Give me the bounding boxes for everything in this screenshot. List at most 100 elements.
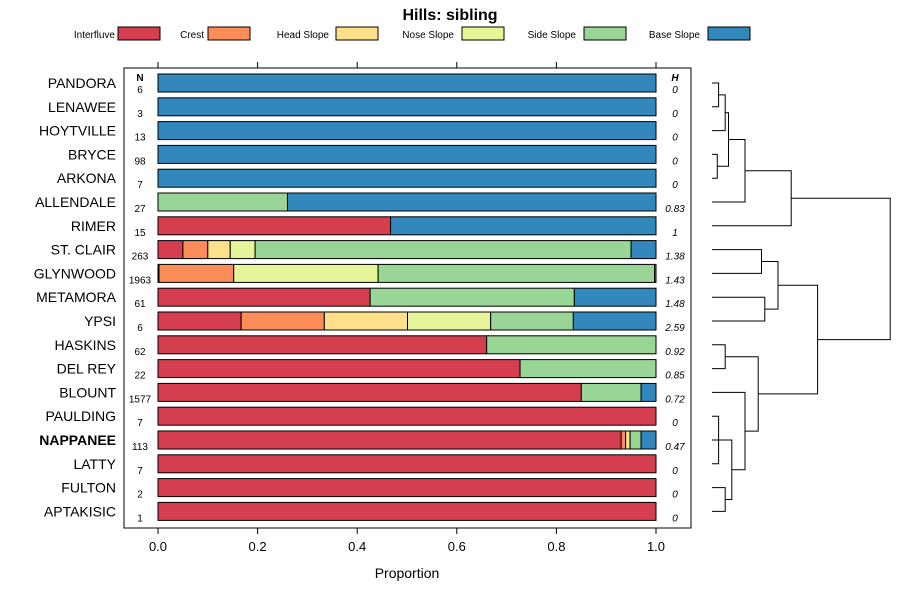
- bar-segment-head-slope: [323, 311, 408, 331]
- bar-segment-base-slope: [157, 73, 657, 93]
- h-value: 0: [672, 466, 678, 477]
- plot-frame: [123, 67, 692, 529]
- x-tick-label: 0.8: [547, 539, 565, 554]
- bar-segment-side-slope: [254, 240, 632, 260]
- x-tick-label: 0.2: [249, 539, 267, 554]
- legend-swatch-2: [335, 26, 379, 41]
- bar-segment-nose-slope: [229, 240, 256, 260]
- bar-segment-side-slope: [490, 311, 574, 331]
- bar-segment-interfluve: [157, 382, 582, 402]
- n-value: 1577: [129, 394, 152, 405]
- n-value: 7: [137, 466, 143, 477]
- row-del-rey: DEL REY 22 0.85: [57, 359, 685, 382]
- h-value: 0: [672, 85, 678, 96]
- legend-label-1: Crest: [180, 30, 204, 41]
- bar-segment-nose-slope: [406, 311, 492, 331]
- bar-segment-head-slope: [207, 240, 231, 260]
- legend: Interfluve Crest Head Slope Nose Slope Side …: [74, 26, 751, 41]
- row-label: LENAWEE: [48, 99, 116, 115]
- x-axis-label: Proportion: [375, 565, 440, 581]
- bar-segment-base-slope: [640, 430, 657, 450]
- bar-segment-base-slope: [157, 144, 657, 164]
- h-value: 0: [672, 490, 678, 501]
- row-aptakisic: APTAKISIC 1 0: [44, 501, 678, 524]
- n-value: 6: [137, 85, 143, 96]
- bar-segment-side-slope: [157, 192, 288, 212]
- x-axis: 0.0 0.2 0.4 0.6 0.8 1.0: [149, 62, 665, 554]
- legend-label-2: Head Slope: [277, 30, 330, 41]
- row-latty: LATTY 7 0: [73, 454, 678, 477]
- legend-label-4: Side Slope: [528, 30, 577, 41]
- bar-segment-base-slope: [572, 311, 657, 331]
- row-rimer: RIMER 15 1: [71, 216, 678, 239]
- row-label: GLYNWOOD: [34, 265, 116, 281]
- bar-segment-side-slope: [519, 359, 657, 379]
- h-value: 0.47: [665, 442, 685, 453]
- bar-segment-base-slope: [640, 382, 657, 402]
- n-value: 263: [132, 252, 149, 263]
- bar-segment-interfluve: [157, 359, 521, 379]
- row-haskins: HASKINS 62 0.92: [55, 335, 685, 358]
- n-value: 7: [137, 180, 143, 191]
- bar-segment-interfluve: [157, 454, 657, 474]
- row-glynwood: GLYNWOOD 1963 1.43: [34, 263, 685, 286]
- row-bryce: BRYCE 98 0: [68, 144, 678, 167]
- bar-segment-crest: [182, 240, 209, 260]
- dendrogram-branch: [791, 197, 891, 341]
- n-value: 27: [134, 204, 146, 215]
- row-label: NAPPANEE: [39, 432, 116, 448]
- bar-segment-crest: [620, 430, 627, 450]
- h-value: 0: [672, 109, 678, 120]
- dendrogram: [712, 82, 891, 512]
- row-label: HOYTVILLE: [39, 123, 116, 139]
- x-tick-label: 0.4: [348, 539, 366, 554]
- h-value: 0.92: [665, 347, 685, 358]
- bar-segment-interfluve: [157, 430, 622, 450]
- row-st-clair: ST. CLAIR 263 1.38: [51, 240, 685, 263]
- n-value: 2: [137, 490, 143, 501]
- row-metamora: METAMORA 61 1.48: [36, 287, 685, 310]
- h-value: 2.59: [664, 323, 685, 334]
- h-value: 1.48: [665, 299, 685, 310]
- bar-segment-interfluve: [157, 287, 371, 307]
- h-value: 1.43: [665, 275, 685, 286]
- bar-segment-base-slope: [286, 192, 657, 212]
- legend-swatch-1: [207, 26, 251, 41]
- row-blount: BLOUNT 1577 0.72: [59, 382, 685, 405]
- row-hoytville: HOYTVILLE 13 0: [39, 121, 678, 144]
- row-label: APTAKISIC: [44, 503, 116, 519]
- row-nappanee: NAPPANEE 113 0.47: [39, 430, 685, 453]
- h-value: 0: [672, 513, 678, 524]
- bar-segment-base-slope: [573, 287, 657, 307]
- bar-segment-interfluve: [157, 216, 392, 236]
- row-label: LATTY: [73, 456, 116, 472]
- h-value: 0.85: [665, 371, 685, 382]
- h-value: 0.83: [665, 204, 685, 215]
- bar-segment-base-slope: [157, 121, 657, 141]
- n-value: 22: [134, 371, 146, 382]
- n-value: 62: [134, 347, 146, 358]
- legend-swatch-0: [117, 26, 161, 41]
- row-label: PAULDING: [45, 408, 116, 424]
- row-label: FULTON: [61, 480, 116, 496]
- h-value: 0: [672, 156, 678, 167]
- n-value: 6: [137, 323, 143, 334]
- n-column-header: N: [136, 73, 143, 84]
- x-tick-label: 1.0: [647, 539, 665, 554]
- bar-segment-side-slope: [486, 335, 657, 355]
- bar-segment-base-slope: [390, 216, 657, 236]
- legend-swatch-3: [461, 26, 505, 41]
- bar-segment-side-slope: [629, 430, 642, 450]
- bar-segment-base-slope: [157, 168, 657, 188]
- row-label: PANDORA: [48, 75, 117, 91]
- row-arkona: ARKONA 7 0: [57, 168, 678, 191]
- bar-segment-base-slope: [654, 263, 657, 283]
- n-value: 13: [134, 133, 146, 144]
- n-value: 98: [134, 156, 146, 167]
- row-label: HASKINS: [55, 337, 116, 353]
- row-label: BLOUNT: [59, 384, 116, 400]
- row-label: ALLENDALE: [35, 194, 116, 210]
- row-paulding: PAULDING 7 0: [45, 406, 678, 429]
